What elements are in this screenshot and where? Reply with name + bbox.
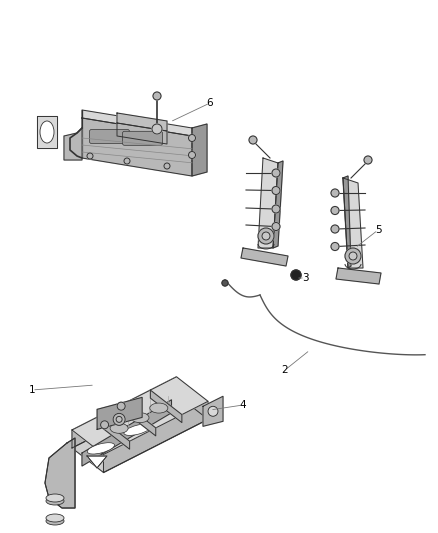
Text: 2: 2 xyxy=(282,365,288,375)
Polygon shape xyxy=(124,403,156,436)
Circle shape xyxy=(272,205,280,213)
Polygon shape xyxy=(336,268,381,284)
Text: 5: 5 xyxy=(374,225,381,235)
Polygon shape xyxy=(72,377,177,448)
Ellipse shape xyxy=(40,121,54,143)
Circle shape xyxy=(331,206,339,214)
Circle shape xyxy=(101,421,109,429)
Ellipse shape xyxy=(46,517,64,525)
Polygon shape xyxy=(258,158,278,248)
Polygon shape xyxy=(72,377,208,455)
Circle shape xyxy=(291,270,301,280)
Circle shape xyxy=(331,225,339,233)
Circle shape xyxy=(164,163,170,169)
Circle shape xyxy=(331,189,339,197)
Circle shape xyxy=(272,187,280,195)
Text: 3: 3 xyxy=(302,273,308,283)
Circle shape xyxy=(272,169,280,177)
Polygon shape xyxy=(343,176,351,268)
Text: 6: 6 xyxy=(207,98,213,108)
Circle shape xyxy=(188,151,195,158)
Circle shape xyxy=(152,124,162,134)
Polygon shape xyxy=(82,118,192,176)
Polygon shape xyxy=(98,417,130,449)
Circle shape xyxy=(116,416,122,422)
Ellipse shape xyxy=(46,514,64,522)
Circle shape xyxy=(249,136,257,144)
Polygon shape xyxy=(273,161,283,248)
Circle shape xyxy=(87,153,93,159)
Ellipse shape xyxy=(46,494,64,502)
Circle shape xyxy=(349,252,357,260)
Polygon shape xyxy=(241,248,288,266)
Text: 1: 1 xyxy=(28,385,35,395)
Ellipse shape xyxy=(124,424,151,435)
Ellipse shape xyxy=(150,403,168,413)
Polygon shape xyxy=(45,438,75,508)
Polygon shape xyxy=(82,400,172,466)
Polygon shape xyxy=(103,401,208,472)
Circle shape xyxy=(208,406,218,416)
Ellipse shape xyxy=(46,497,64,505)
Circle shape xyxy=(262,232,270,240)
Text: 4: 4 xyxy=(240,400,246,410)
FancyBboxPatch shape xyxy=(123,131,162,146)
Polygon shape xyxy=(117,123,167,144)
Circle shape xyxy=(188,134,195,141)
Polygon shape xyxy=(117,113,167,131)
Ellipse shape xyxy=(110,423,128,433)
Polygon shape xyxy=(150,390,182,423)
Circle shape xyxy=(222,280,228,286)
Polygon shape xyxy=(87,456,107,468)
Circle shape xyxy=(272,222,280,230)
Polygon shape xyxy=(203,397,223,426)
Ellipse shape xyxy=(87,443,114,454)
Circle shape xyxy=(331,243,339,251)
Circle shape xyxy=(117,402,125,410)
Polygon shape xyxy=(343,178,363,268)
Polygon shape xyxy=(82,110,192,136)
Polygon shape xyxy=(192,124,207,176)
Circle shape xyxy=(113,414,125,425)
Circle shape xyxy=(258,228,274,244)
Polygon shape xyxy=(97,398,142,430)
Polygon shape xyxy=(64,128,82,160)
FancyBboxPatch shape xyxy=(89,130,130,143)
Ellipse shape xyxy=(131,413,149,423)
Circle shape xyxy=(124,158,130,164)
Circle shape xyxy=(153,92,161,100)
Circle shape xyxy=(345,248,361,264)
Circle shape xyxy=(364,156,372,164)
Polygon shape xyxy=(37,116,57,148)
Polygon shape xyxy=(72,395,208,472)
